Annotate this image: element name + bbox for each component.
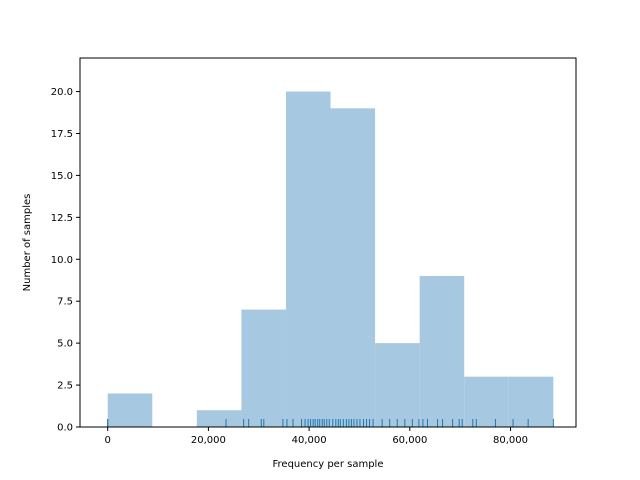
histogram-bar-4 bbox=[285, 91, 331, 427]
histogram-bars bbox=[107, 91, 554, 428]
x-tick-label-3: 60,000 bbox=[392, 435, 427, 446]
histogram-bar-3 bbox=[241, 309, 286, 427]
x-tick-label-2: 40,000 bbox=[292, 435, 327, 446]
y-tick-label-2: 5.0 bbox=[57, 339, 73, 350]
histogram-bar-0 bbox=[107, 393, 153, 427]
histogram-bar-6 bbox=[375, 343, 420, 427]
histogram-bar-8 bbox=[464, 376, 509, 427]
rug-marks bbox=[107, 419, 554, 427]
y-axis-ticks: 0.0 2.5 5.0 7.5 10.0 12.5 15.0 17.5 20.0 bbox=[51, 87, 80, 434]
y-tick-label-0: 0.0 bbox=[57, 423, 73, 434]
y-tick-label-6: 15.0 bbox=[51, 171, 73, 182]
y-tick-label-7: 17.5 bbox=[51, 129, 73, 140]
histogram-bar-2 bbox=[196, 410, 242, 427]
y-tick-label-8: 20.0 bbox=[51, 87, 73, 98]
x-axis-label: Frequency per sample bbox=[273, 459, 384, 470]
x-tick-label-0: 0 bbox=[105, 435, 111, 446]
x-tick-label-4: 80,000 bbox=[493, 435, 528, 446]
y-tick-label-5: 12.5 bbox=[51, 213, 73, 224]
y-tick-label-4: 10.0 bbox=[51, 255, 73, 266]
y-tick-label-1: 2.5 bbox=[57, 381, 73, 392]
plot-frame bbox=[79, 57, 577, 428]
x-tick-label-1: 20,000 bbox=[191, 435, 226, 446]
histogram-bar-7 bbox=[419, 276, 465, 427]
histogram-bar-9 bbox=[508, 376, 554, 427]
x-axis-ticks: 0 20,000 40,000 60,000 80,000 bbox=[105, 427, 528, 446]
y-tick-label-3: 7.5 bbox=[57, 297, 73, 308]
histogram-bar-5 bbox=[330, 108, 376, 428]
y-axis-label: Number of samples bbox=[22, 194, 33, 292]
